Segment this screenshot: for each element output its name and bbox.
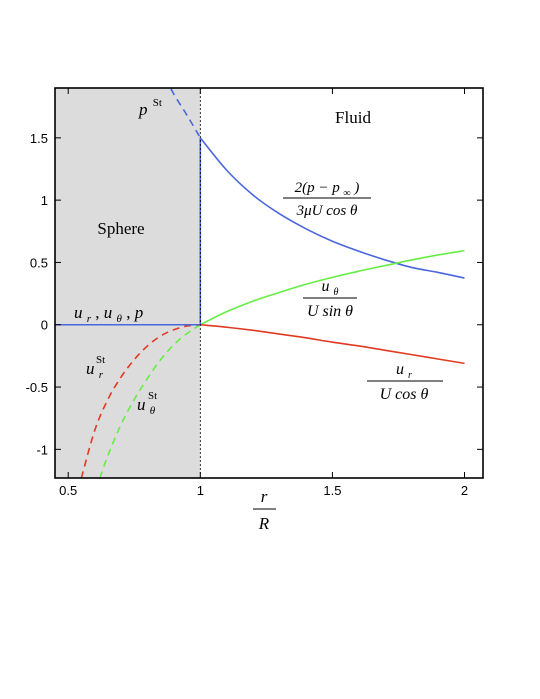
series-line-pressure: [199, 137, 465, 279]
y-tick-label: -0.5: [26, 380, 48, 395]
series-line-u-theta-stokes: [99, 324, 201, 478]
sphere-label: Sphere: [97, 219, 144, 238]
ur-num-main: u: [396, 361, 404, 378]
plot-frame: [54, 87, 484, 479]
pressure-num-close: ): [353, 180, 359, 196]
x-tick-label: 1: [197, 483, 204, 498]
ur-stokes-sup: St: [96, 354, 105, 366]
y-tick-label: -1: [36, 442, 48, 457]
inside-variables-label: u r , u θ , p: [74, 303, 143, 326]
pressure-num-main: 2(p − p: [295, 180, 341, 196]
inside-p: p: [134, 303, 144, 322]
inside-theta-sub: θ: [117, 313, 123, 325]
pressure-num-sub: ∞: [343, 188, 350, 199]
y-tick-label: 1: [41, 193, 48, 208]
ur-stokes-sub: r: [99, 369, 104, 381]
utheta-frac-denominator: U sin θ: [307, 303, 353, 320]
series-line-u-theta: [199, 249, 465, 326]
utheta-num-main: u: [322, 278, 330, 295]
inside-comma2: ,: [126, 303, 135, 322]
p-stokes-sup: St: [153, 97, 162, 109]
y-tick-label: 0.5: [30, 255, 48, 270]
utheta-stokes-sub: θ: [150, 405, 156, 417]
pressure-frac-denominator: 3μU cos θ: [296, 203, 358, 219]
pressure-frac-numerator: 2(p − p ∞ ): [295, 180, 360, 200]
x-tick-label: 1.5: [323, 483, 341, 498]
y-tick-label: 1.5: [30, 131, 48, 146]
x-tick-label: 2: [461, 483, 468, 498]
x-tick-label: 0.5: [59, 483, 77, 498]
y-tick-label: 0: [41, 318, 48, 333]
utheta-frac-numerator: u θ: [322, 278, 339, 298]
inside-r-sub: r: [87, 313, 92, 325]
x-axis-label-numerator: r: [261, 487, 268, 506]
ur-frac-denominator: U cos θ: [380, 386, 429, 403]
inside-comma1: ,: [95, 303, 104, 322]
utheta-stokes-base: u: [137, 395, 146, 414]
utheta-stokes-label: u θ: [137, 395, 156, 417]
utheta-stokes-sup: St: [148, 390, 157, 402]
ur-stokes-label: u r: [86, 359, 104, 381]
ur-num-sub: r: [408, 370, 412, 381]
inside-u2: u: [104, 303, 113, 322]
series-line-pressure-stokes: [169, 88, 201, 139]
p-stokes-base: p: [138, 100, 148, 119]
ur-stokes-base: u: [86, 359, 95, 378]
x-axis-label-denominator: R: [258, 514, 270, 533]
ticks-layer: 0.5 1 1.5 2 -1 -0.5 0 0.5 1 1.5: [26, 88, 483, 498]
utheta-num-sub: θ: [334, 287, 339, 298]
sphere-region: [55, 88, 201, 478]
fluid-label: Fluid: [335, 108, 371, 127]
inside-u1: u: [74, 303, 83, 322]
series-line-u-r: [200, 323, 465, 365]
p-stokes-label: p St: [138, 97, 162, 119]
ur-frac-numerator: u r: [396, 361, 412, 381]
